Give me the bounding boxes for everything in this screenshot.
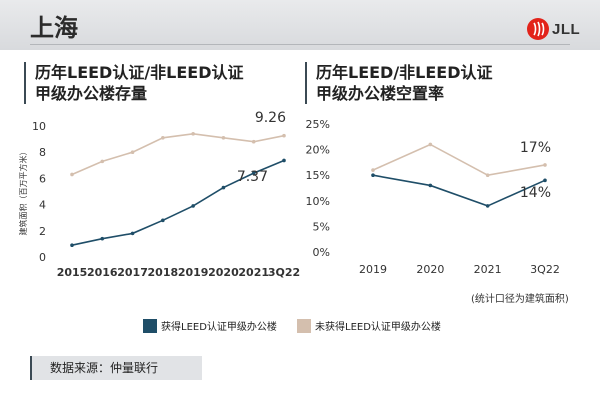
left-x-tick-label: 2018 bbox=[148, 266, 179, 279]
right-x-tick-label: 2020 bbox=[416, 263, 444, 276]
right-series-line-leed bbox=[372, 174, 546, 207]
left-x-tick-label: 2016 bbox=[87, 266, 118, 279]
right-chart-title-line-2: 甲级办公楼空置率 bbox=[316, 84, 445, 103]
left-data-point-non-leed bbox=[130, 150, 135, 154]
right-annotation-non-leed: 17% bbox=[520, 140, 551, 156]
right-chart-title-line-1: 历年LEED/非LEED认证 bbox=[316, 63, 493, 82]
left-data-point-non-leed bbox=[191, 132, 195, 136]
left-y-tick-label: 6 bbox=[39, 172, 46, 185]
right-chart-title: 历年LEED/非LEED认证 甲级办公楼空置率 bbox=[305, 62, 493, 104]
left-data-point-leed bbox=[251, 171, 256, 175]
legend-label-non-leed: 未获得LEED认证甲级办公楼 bbox=[315, 322, 441, 333]
left-data-point-leed bbox=[70, 243, 74, 248]
legend-swatch-leed bbox=[143, 318, 157, 333]
page-title: 上海 bbox=[30, 14, 78, 42]
left-data-point-leed bbox=[161, 218, 165, 223]
jll-logo-icon bbox=[527, 18, 549, 40]
left-y-tick-label: 4 bbox=[39, 199, 46, 212]
right-data-point-leed bbox=[543, 178, 547, 183]
right-y-tick-label: 0% bbox=[313, 246, 330, 259]
left-x-tick-label: 2015 bbox=[57, 266, 88, 279]
left-x-tick-label: 2019 bbox=[178, 266, 209, 279]
left-data-point-non-leed bbox=[161, 135, 165, 140]
right-data-point-leed bbox=[371, 173, 375, 177]
legend-item-non-leed: 未获得LEED认证甲级办公楼 bbox=[297, 318, 441, 333]
legend: 获得LEED认证甲级办公楼 未获得LEED认证甲级办公楼 bbox=[0, 318, 600, 334]
footnote: (统计口径为建筑面积) bbox=[471, 294, 569, 305]
left-data-point-leed bbox=[282, 158, 286, 163]
left-data-point-leed bbox=[221, 185, 226, 190]
left-data-point-leed bbox=[191, 204, 195, 208]
right-x-tick-label: 3Q22 bbox=[530, 263, 560, 276]
header-divider bbox=[30, 44, 570, 45]
left-series-line-leed bbox=[71, 159, 285, 246]
right-data-point-non-leed bbox=[428, 142, 433, 147]
left-y-tick-label: 2 bbox=[39, 225, 46, 238]
right-y-tick-label: 15% bbox=[306, 169, 330, 182]
left-chart-title-line-2: 甲级办公楼存量 bbox=[35, 84, 148, 103]
right-data-point-non-leed bbox=[543, 163, 547, 167]
legend-label-leed: 获得LEED认证甲级办公楼 bbox=[161, 322, 277, 333]
left-annotation-leed: 7.37 bbox=[237, 169, 268, 185]
left-x-tick-label: 2017 bbox=[117, 266, 148, 279]
legend-item-leed: 获得LEED认证甲级办公楼 bbox=[143, 318, 277, 333]
jll-logo: JLL bbox=[527, 18, 580, 40]
right-y-tick-label: 25% bbox=[306, 118, 330, 131]
left-data-point-non-leed bbox=[251, 139, 256, 144]
right-y-tick-label: 10% bbox=[306, 195, 330, 208]
right-x-tick-label: 2019 bbox=[359, 263, 387, 276]
right-data-point-non-leed bbox=[485, 173, 490, 177]
data-source: 数据来源：仲量联行 bbox=[30, 356, 202, 380]
right-x-tick-label: 2021 bbox=[474, 263, 502, 276]
left-x-tick-label: 2021 bbox=[238, 266, 269, 279]
left-y-tick-label: 8 bbox=[39, 146, 46, 159]
left-data-point-leed bbox=[130, 231, 135, 236]
left-data-point-non-leed bbox=[70, 172, 74, 177]
left-data-point-non-leed bbox=[100, 159, 105, 164]
left-chart-title: 历年LEED认证/非LEED认证 甲级办公楼存量 bbox=[24, 62, 244, 104]
left-series-line-non-leed bbox=[71, 133, 285, 176]
right-y-tick-label: 20% bbox=[306, 144, 330, 157]
left-data-point-non-leed bbox=[221, 135, 226, 140]
left-annotation-non-leed: 9.26 bbox=[255, 110, 286, 126]
header-band bbox=[0, 0, 600, 50]
right-series-line-non-leed bbox=[372, 143, 546, 177]
logo-text: JLL bbox=[552, 20, 581, 38]
left-data-point-non-leed bbox=[282, 133, 286, 138]
left-y-axis-title: 建筑面积（百万平方米） bbox=[18, 148, 28, 236]
right-y-tick-label: 5% bbox=[313, 220, 330, 233]
right-data-point-non-leed bbox=[371, 168, 375, 172]
right-annotation-leed: 14% bbox=[520, 185, 551, 201]
left-x-tick-label: 2020 bbox=[208, 266, 239, 279]
right-data-point-leed bbox=[485, 204, 490, 208]
left-data-point-leed bbox=[100, 236, 105, 241]
left-y-tick-label: 10 bbox=[32, 120, 46, 133]
left-x-tick-label: 3Q22 bbox=[268, 266, 300, 279]
legend-swatch-non-leed bbox=[297, 318, 311, 333]
left-y-tick-label: 0 bbox=[39, 251, 46, 264]
right-data-point-leed bbox=[428, 183, 433, 188]
left-chart-title-line-1: 历年LEED认证/非LEED认证 bbox=[35, 63, 244, 82]
